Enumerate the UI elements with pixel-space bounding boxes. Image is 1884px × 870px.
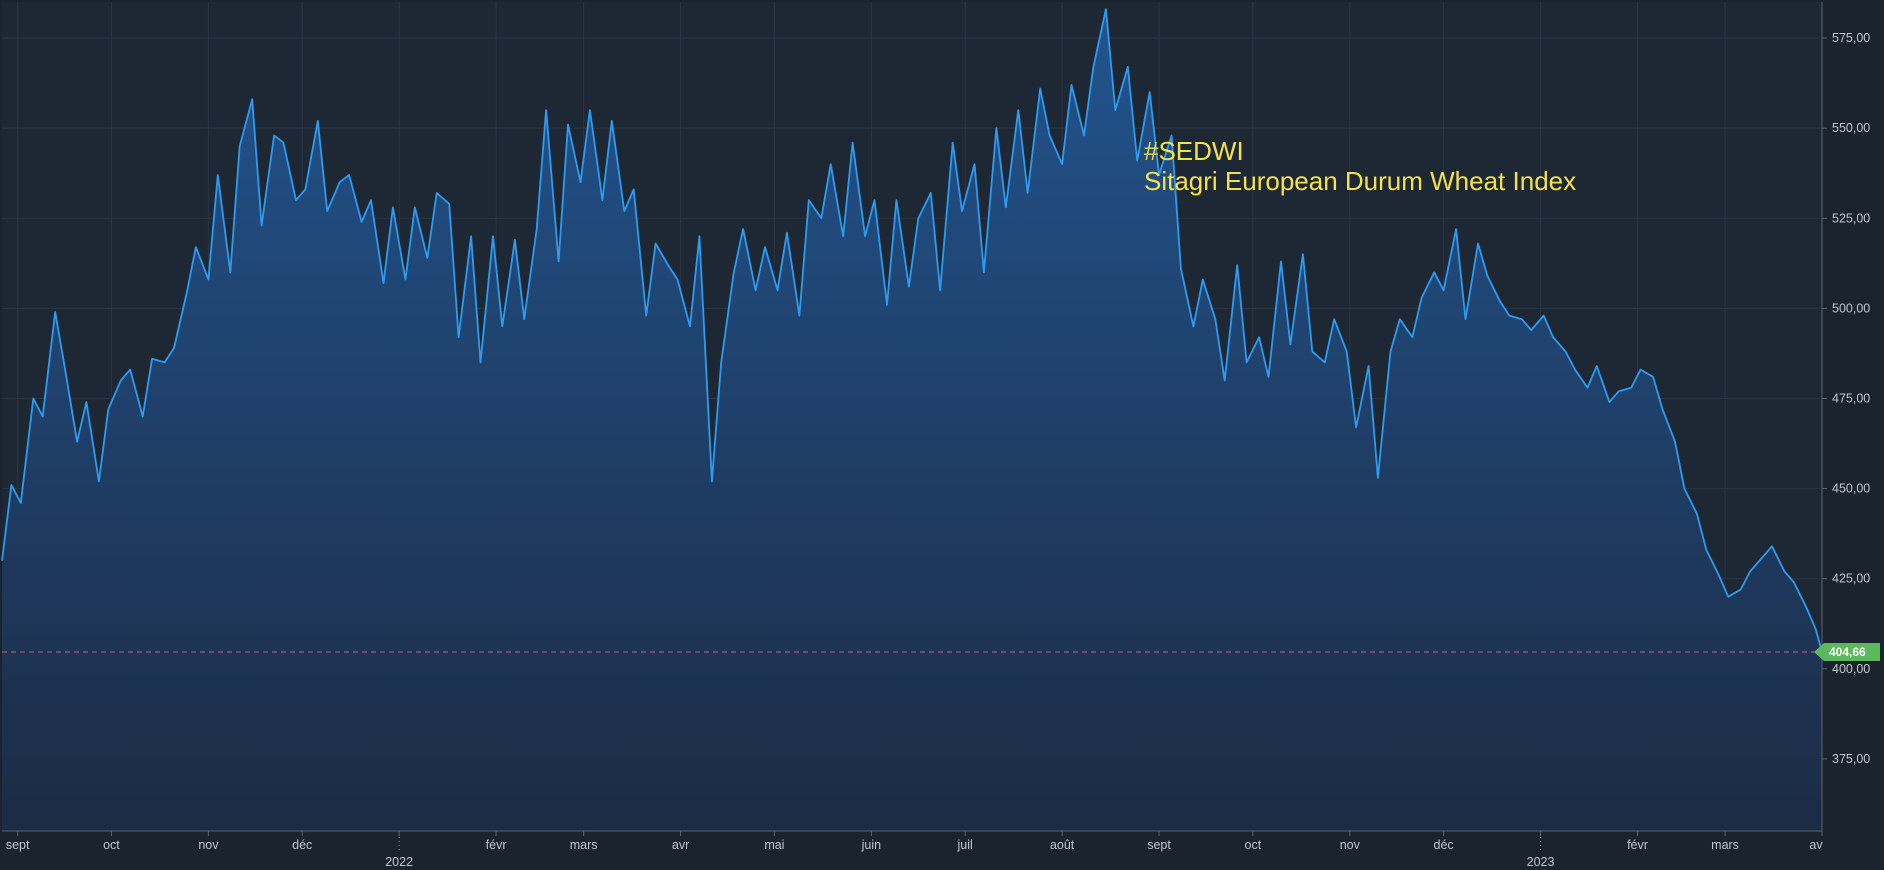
x-tick-labels: sept oct nov déc févr mars avr mai juin juil août s… xyxy=(6,831,1823,852)
annotation-title: Sitagri European Durum Wheat Index xyxy=(1144,166,1576,196)
y-tick-label: 525,00 xyxy=(1832,211,1870,225)
y-tick-label: 550,00 xyxy=(1832,121,1870,135)
year-label: 2023 xyxy=(1527,855,1555,869)
index-annotation: #SEDWI Sitagri European Durum Wheat Inde… xyxy=(1144,136,1576,196)
x-tick-label: sept xyxy=(1147,838,1171,852)
last-price-tag: 404,66 xyxy=(1814,643,1880,662)
y-tick-label: 450,00 xyxy=(1832,482,1870,496)
y-tick-labels: 375,00 400,00 425,00 450,00 475,00 500,00 525,… xyxy=(1822,31,1870,766)
y-tick-label: 425,00 xyxy=(1832,572,1870,586)
x-tick-label: oct xyxy=(103,838,120,852)
last-price-label: 404,66 xyxy=(1829,645,1866,659)
x-tick-label: févr xyxy=(486,838,507,852)
series-line xyxy=(1,8,1823,653)
x-tick-label: oct xyxy=(1245,838,1262,852)
y-tick-label: 475,00 xyxy=(1832,391,1870,405)
year-labels: 2022 2023 xyxy=(385,837,1555,869)
x-tick-label: juil xyxy=(957,838,973,852)
last-price-tag-shape xyxy=(1814,643,1880,662)
x-tick-label: av xyxy=(1809,838,1823,852)
y-tick-label: 500,00 xyxy=(1832,301,1870,315)
series-area xyxy=(2,9,1822,831)
x-tick-label: avr xyxy=(672,838,689,852)
y-tick-label: 400,00 xyxy=(1832,662,1870,676)
x-tick-label: mars xyxy=(1711,838,1739,852)
x-tick-label: mai xyxy=(764,838,784,852)
y-tick-label: 375,00 xyxy=(1832,752,1870,766)
x-tick-label: févr xyxy=(1627,838,1648,852)
y-tick-label: 575,00 xyxy=(1832,31,1870,45)
x-tick-label: nov xyxy=(1340,838,1361,852)
x-tick-label: déc xyxy=(292,838,312,852)
axes xyxy=(2,2,1823,832)
x-tick-label: sept xyxy=(6,838,30,852)
x-tick-label: juin xyxy=(861,838,882,852)
x-tick-label: déc xyxy=(1434,838,1454,852)
x-tick-label: mars xyxy=(570,838,598,852)
x-tick-label: nov xyxy=(198,838,219,852)
annotation-ticker: #SEDWI xyxy=(1144,136,1244,166)
year-label: 2022 xyxy=(385,855,413,869)
x-tick-label: août xyxy=(1050,838,1075,852)
